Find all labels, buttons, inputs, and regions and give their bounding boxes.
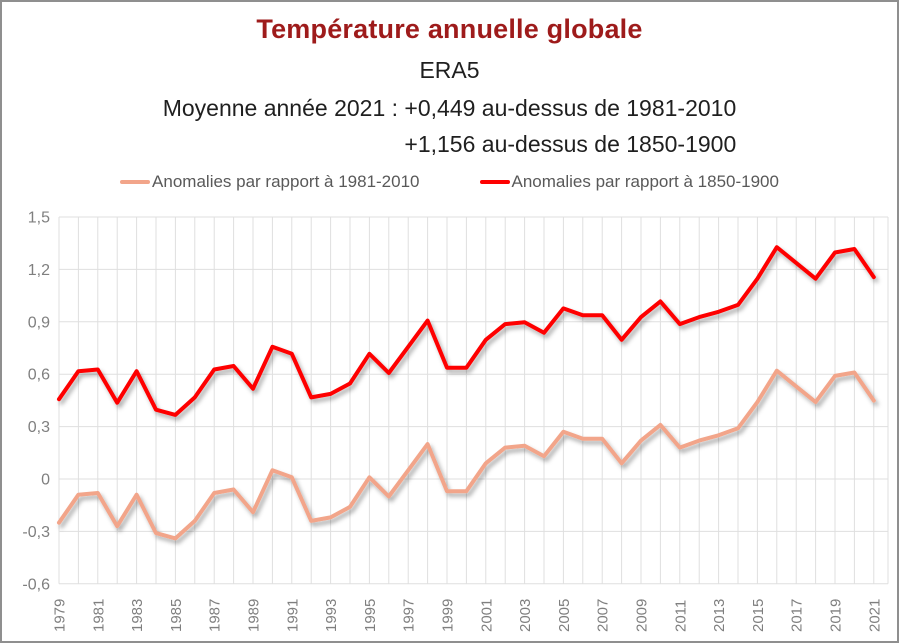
x-tick-label: 2013	[711, 599, 728, 632]
x-tick-label: 1995	[362, 599, 379, 632]
y-tick-label: 0,3	[28, 419, 50, 436]
x-tick-label: 2001	[478, 599, 495, 632]
gridlines	[58, 216, 889, 585]
legend-item-1850-1900: Anomalies par rapport à 1850-1900	[479, 172, 779, 192]
legend-swatch-1981-2010-icon	[120, 180, 151, 184]
y-tick-label: 0	[41, 472, 50, 489]
series-lines	[57, 245, 876, 541]
legend-swatch-1850-1900-icon	[479, 180, 510, 184]
x-tick-label: 1997	[401, 599, 418, 632]
x-tick-label: 1983	[129, 599, 146, 632]
x-tick-label: 1999	[440, 599, 457, 632]
y-tick-label: 0,9	[28, 314, 50, 331]
y-tick-label: -0,6	[22, 576, 50, 593]
series-line-1981-2010	[57, 368, 876, 541]
x-tick-label: 1985	[168, 599, 185, 632]
legend: Anomalies par rapport à 1981-2010 Anomal…	[2, 172, 897, 192]
x-tick-label: 2003	[517, 599, 534, 632]
x-tick-label: 1989	[246, 599, 263, 632]
x-tick-label: 1979	[52, 599, 69, 632]
x-tick-label: 2015	[750, 599, 767, 632]
stat-line-1850-1900: +1,156 au-dessus de 1850-1900	[404, 131, 737, 157]
y-tick-label: 1,2	[28, 262, 50, 279]
chart-subtitle: ERA5	[419, 57, 480, 83]
x-tick-label: 2011	[672, 600, 689, 632]
x-tick-label: 2007	[595, 599, 612, 632]
x-tick-label: 1991	[284, 599, 301, 632]
x-tick-label: 1981	[90, 599, 107, 632]
x-tick-label: 1987	[207, 599, 224, 632]
legend-label-1850-1900: Anomalies par rapport à 1850-1900	[511, 172, 779, 191]
x-tick-label: 2021	[866, 599, 883, 632]
x-tick-label: 1993	[323, 599, 340, 632]
chart-svg: -0,6 -0,3 0 0,3 0,6 0,9 1,2 1,5 1979 1981 1983 198…	[22, 209, 889, 632]
x-tick-label: 2019	[828, 599, 845, 632]
y-tick-label: -0,3	[22, 524, 50, 541]
x-axis-labels: 1979 1981 1983 1985 1987 1989 1991 1993 1995 1997…	[52, 599, 884, 632]
legend-item-1981-2010: Anomalies par rapport à 1981-2010	[120, 172, 420, 192]
legend-label-1981-2010: Anomalies par rapport à 1981-2010	[152, 172, 420, 191]
x-tick-label: 2017	[789, 599, 806, 632]
y-tick-label: 1,5	[28, 209, 50, 226]
y-axis-labels: -0,6 -0,3 0 0,3 0,6 0,9 1,2 1,5	[22, 209, 50, 593]
series-line-1850-1900	[57, 245, 876, 417]
stats-block: Moyenne année 2021 : +0,449 au-dessus de…	[2, 90, 897, 162]
stat-line-1981-2010: Moyenne année 2021 : +0,449 au-dessus de…	[162, 95, 737, 121]
chart-title: Température annuelle globale	[256, 14, 643, 44]
x-tick-label: 2005	[556, 599, 573, 632]
y-tick-label: 0,6	[28, 367, 50, 384]
x-tick-label: 2009	[634, 599, 651, 632]
